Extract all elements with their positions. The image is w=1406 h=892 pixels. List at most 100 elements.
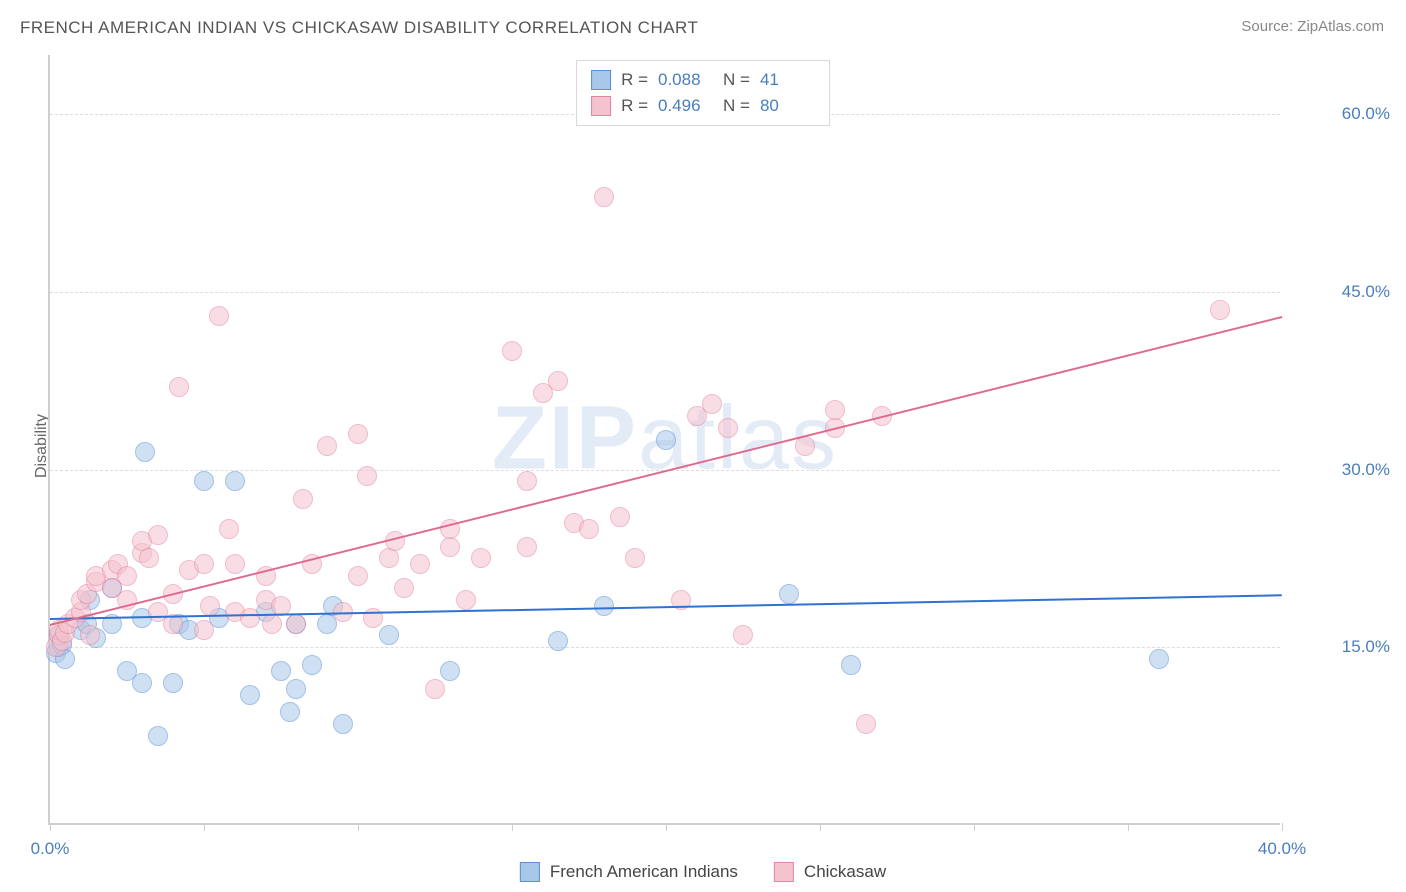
legend-item: French American Indians (520, 862, 738, 882)
scatter-point (625, 548, 645, 568)
scatter-point (702, 394, 722, 414)
y-tick-label: 30.0% (1300, 460, 1390, 480)
x-tick (50, 823, 51, 831)
x-tick (512, 823, 513, 831)
scatter-point (394, 578, 414, 598)
source-value: ZipAtlas.com (1297, 18, 1384, 35)
scatter-point (209, 306, 229, 326)
scatter-point (779, 584, 799, 604)
scatter-point (856, 714, 876, 734)
legend-swatch (774, 862, 794, 882)
scatter-point (225, 471, 245, 491)
scatter-point (579, 519, 599, 539)
scatter-point (548, 371, 568, 391)
scatter-point (594, 596, 614, 616)
n-value: 41 (760, 67, 815, 93)
r-label: R = (621, 67, 648, 93)
legend-correlation: R = 0.088 N = 41 R = 0.496 N = 80 (576, 60, 830, 126)
scatter-point (194, 620, 214, 640)
scatter-point (240, 608, 260, 628)
legend-label: French American Indians (550, 862, 738, 882)
scatter-point (219, 519, 239, 539)
scatter-point (139, 548, 159, 568)
scatter-point (317, 436, 337, 456)
scatter-point (825, 400, 845, 420)
x-tick-label: 40.0% (1258, 839, 1306, 859)
scatter-point (502, 341, 522, 361)
scatter-point (656, 430, 676, 450)
r-value: 0.496 (658, 93, 713, 119)
scatter-point (517, 537, 537, 557)
scatter-point (517, 471, 537, 491)
n-label: N = (723, 67, 750, 93)
watermark-bold: ZIP (492, 389, 638, 489)
scatter-point (548, 631, 568, 651)
scatter-point (440, 661, 460, 681)
scatter-point (456, 590, 476, 610)
scatter-point (194, 471, 214, 491)
scatter-point (379, 625, 399, 645)
scatter-point (280, 702, 300, 722)
legend-stat-row: R = 0.088 N = 41 (591, 67, 815, 93)
gridline (50, 292, 1280, 293)
x-tick (974, 823, 975, 831)
scatter-point (425, 679, 445, 699)
scatter-point (286, 614, 306, 634)
gridline (50, 647, 1280, 648)
scatter-point (594, 187, 614, 207)
scatter-point (117, 566, 137, 586)
scatter-point (348, 566, 368, 586)
scatter-point (410, 554, 430, 574)
scatter-point (293, 489, 313, 509)
source-label: Source: (1241, 18, 1293, 35)
scatter-point (1149, 649, 1169, 669)
source-attribution: Source: ZipAtlas.com (1241, 18, 1384, 35)
scatter-point (135, 442, 155, 462)
scatter-point (841, 655, 861, 675)
scatter-point (80, 625, 100, 645)
y-tick-label: 45.0% (1300, 282, 1390, 302)
y-tick-label: 60.0% (1300, 104, 1390, 124)
scatter-point (610, 507, 630, 527)
scatter-point (132, 673, 152, 693)
scatter-point (200, 596, 220, 616)
scatter-point (733, 625, 753, 645)
legend-swatch (591, 96, 611, 116)
n-value: 80 (760, 93, 815, 119)
x-tick (666, 823, 667, 831)
plot-area: ZIPatlas 15.0%30.0%45.0%60.0%0.0%40.0% (48, 55, 1280, 825)
chart-container: FRENCH AMERICAN INDIAN VS CHICKASAW DISA… (0, 0, 1406, 892)
scatter-point (440, 537, 460, 557)
scatter-point (163, 673, 183, 693)
n-label: N = (723, 93, 750, 119)
scatter-point (286, 679, 306, 699)
scatter-point (333, 714, 353, 734)
scatter-point (225, 554, 245, 574)
legend-label: Chickasaw (804, 862, 886, 882)
y-tick-label: 15.0% (1300, 637, 1390, 657)
chart-title: FRENCH AMERICAN INDIAN VS CHICKASAW DISA… (20, 18, 698, 38)
scatter-point (148, 726, 168, 746)
legend-stat-row: R = 0.496 N = 80 (591, 93, 815, 119)
scatter-point (379, 548, 399, 568)
x-tick (1282, 823, 1283, 831)
x-tick (358, 823, 359, 831)
scatter-point (148, 525, 168, 545)
scatter-point (718, 418, 738, 438)
scatter-point (169, 377, 189, 397)
scatter-point (302, 655, 322, 675)
r-value: 0.088 (658, 67, 713, 93)
x-tick (1128, 823, 1129, 831)
scatter-point (1210, 300, 1230, 320)
x-tick (204, 823, 205, 831)
legend-swatch (520, 862, 540, 882)
r-label: R = (621, 93, 648, 119)
scatter-point (357, 466, 377, 486)
scatter-point (262, 614, 282, 634)
legend-series: French American Indians Chickasaw (520, 862, 886, 882)
x-tick (820, 823, 821, 831)
x-tick-label: 0.0% (31, 839, 70, 859)
scatter-point (471, 548, 491, 568)
scatter-point (271, 661, 291, 681)
legend-swatch (591, 70, 611, 90)
